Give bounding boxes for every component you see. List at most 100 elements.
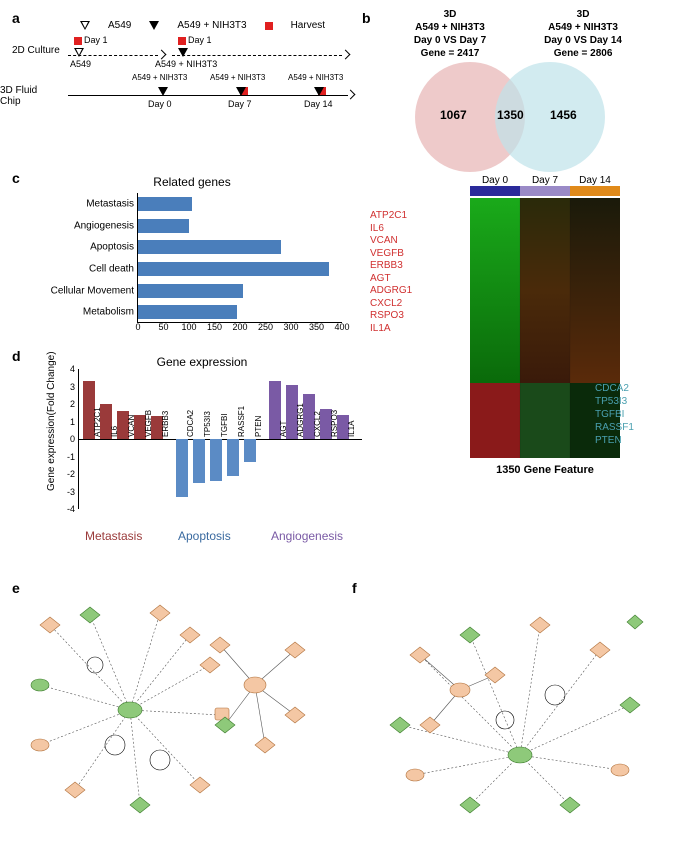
square-red-icon: [265, 22, 273, 30]
venn-overlap-val: 1350: [497, 108, 524, 122]
a549nih-laby: A549 + NIH3T3: [210, 73, 265, 82]
venn-right-val: 1456: [550, 108, 577, 122]
gene-label: VEGFB: [370, 248, 412, 261]
day1-a: Day 1: [84, 35, 108, 45]
xtick: 0: [135, 322, 140, 332]
ytick: 4: [43, 364, 75, 374]
xtick: 150: [207, 322, 222, 332]
venn-block: 3D A549 + NIH3T3 Day 0 VS Day 7 Gene = 2…: [385, 8, 665, 172]
hdr-r2: A549 + NIH3T3: [518, 21, 648, 34]
gene-label: RASSF1: [237, 406, 246, 437]
venn-left-val: 1067: [440, 108, 467, 122]
gene-label: CXCL2: [370, 298, 412, 311]
a549nih-labx: A549 + NIH3T3: [132, 73, 187, 82]
hdr-r3: Day 0 VS Day 14: [518, 34, 648, 47]
tri-fill-d7: [236, 87, 246, 96]
gene-label: CDCA2: [186, 410, 195, 437]
ylabel: Angiogenesis: [74, 220, 138, 231]
bar: [138, 219, 189, 233]
hdr-l4: Gene = 2417: [385, 47, 515, 60]
legend-a549nih: A549 + NIH3T3: [177, 20, 246, 31]
legend-a549: A549: [108, 20, 131, 31]
gene-label: TP53I3: [203, 411, 212, 437]
gene-label: RASSF1: [595, 421, 634, 434]
dash-line-1: [68, 55, 158, 56]
panel-e-label: e: [12, 580, 20, 596]
xtick: 200: [232, 322, 247, 332]
gene-label: ADGRG1: [370, 285, 412, 298]
ytick: -1: [43, 452, 75, 462]
bar: [138, 240, 281, 254]
legend-harvest: Harvest: [291, 20, 325, 31]
ylabel: Metastasis: [86, 199, 138, 210]
dash-line-2: [172, 55, 342, 56]
row-3d-label: 3D Fluid Chip: [0, 85, 60, 107]
network-f: [360, 595, 660, 825]
gene-label: ERBB3: [161, 411, 170, 437]
ytick: 2: [43, 399, 75, 409]
hdr-l1: 3D: [385, 8, 515, 21]
bar: [138, 284, 243, 298]
day0-lab: Day 0: [148, 99, 172, 109]
bar: [138, 262, 329, 276]
harvest-marker: [74, 37, 82, 45]
day14-lab: Day 14: [304, 99, 333, 109]
gene-label: AGT: [370, 273, 412, 286]
panel-c-label: c: [12, 170, 20, 186]
xtick: 300: [283, 322, 298, 332]
gene-label: CDCA2: [595, 382, 634, 395]
panel-d-label: d: [12, 348, 21, 364]
ylabel: Metabolism: [83, 307, 138, 318]
xtick: 100: [181, 322, 196, 332]
bar: [227, 439, 239, 476]
chartc-title: Related genes: [42, 175, 342, 189]
chartd-title: Gene expression: [42, 355, 362, 369]
gene-label: ATP2C1: [370, 210, 412, 223]
hdr-r1: 3D: [518, 8, 648, 21]
ytick: 3: [43, 382, 75, 392]
ytick: 0: [43, 434, 75, 444]
legend-row: A549 A549 + NIH3T3 Harvest: [80, 20, 350, 31]
hm-day14: Day 14: [570, 175, 620, 186]
heatmap-day-labels: Day 0 Day 7 Day 14: [470, 175, 620, 186]
heatmap-colbar: [470, 186, 620, 196]
hdr-r4: Gene = 2806: [518, 47, 648, 60]
hm-day0: Day 0: [470, 175, 520, 186]
a549nih-labz: A549 + NIH3T3: [288, 73, 343, 82]
solid-line: [68, 95, 348, 96]
bar: [138, 197, 192, 211]
ytick: -2: [43, 469, 75, 479]
bar: [210, 439, 222, 481]
day7-lab: Day 7: [228, 99, 252, 109]
gene-label: RSPO3: [370, 310, 412, 323]
a549-lab: A549: [70, 59, 91, 69]
gene-label: ERBB3: [370, 260, 412, 273]
xtick: 50: [158, 322, 168, 332]
heatmap-caption: 1350 Gene Feature: [470, 464, 620, 476]
row-2d-label: 2D Culture: [12, 45, 60, 56]
xtick: 350: [309, 322, 324, 332]
ytick: 1: [43, 417, 75, 427]
chart-d: Gene expression Gene expression(Fold Cha…: [42, 355, 362, 555]
venn-left-hdr: 3D A549 + NIH3T3 Day 0 VS Day 7 Gene = 2…: [385, 8, 515, 60]
heatmap-red-genes: ATP2C1IL6VCANVEGFBERBB3AGTADGRG1CXCL2RSP…: [370, 210, 412, 335]
tri-open-icon: [80, 21, 90, 30]
gene-label: PTEN: [254, 416, 263, 437]
day1-b: Day 1: [188, 35, 212, 45]
ylabel: Cell death: [89, 264, 138, 275]
gene-label: IL1A: [347, 421, 356, 437]
gene-label: TP53I3: [595, 395, 634, 408]
xtick: 250: [258, 322, 273, 332]
ylabel: Cellular Movement: [51, 285, 138, 296]
hdr-l2: A549 + NIH3T3: [385, 21, 515, 34]
chart-c: Related genes 050100150200250300350400 M…: [42, 175, 342, 335]
category-label: Metastasis: [85, 529, 142, 543]
venn-right-hdr: 3D A549 + NIH3T3 Day 0 VS Day 14 Gene = …: [518, 8, 648, 60]
gene-label: TGFBI: [220, 413, 229, 437]
panel-a-timeline: A549 A549 + NIH3T3 Harvest 2D Culture Da…: [50, 20, 350, 117]
bar: [176, 439, 188, 497]
tri-fill-d14: [314, 87, 324, 96]
panel-b-label: b: [362, 10, 371, 26]
xtick: 400: [334, 322, 349, 332]
ytick: -3: [43, 487, 75, 497]
